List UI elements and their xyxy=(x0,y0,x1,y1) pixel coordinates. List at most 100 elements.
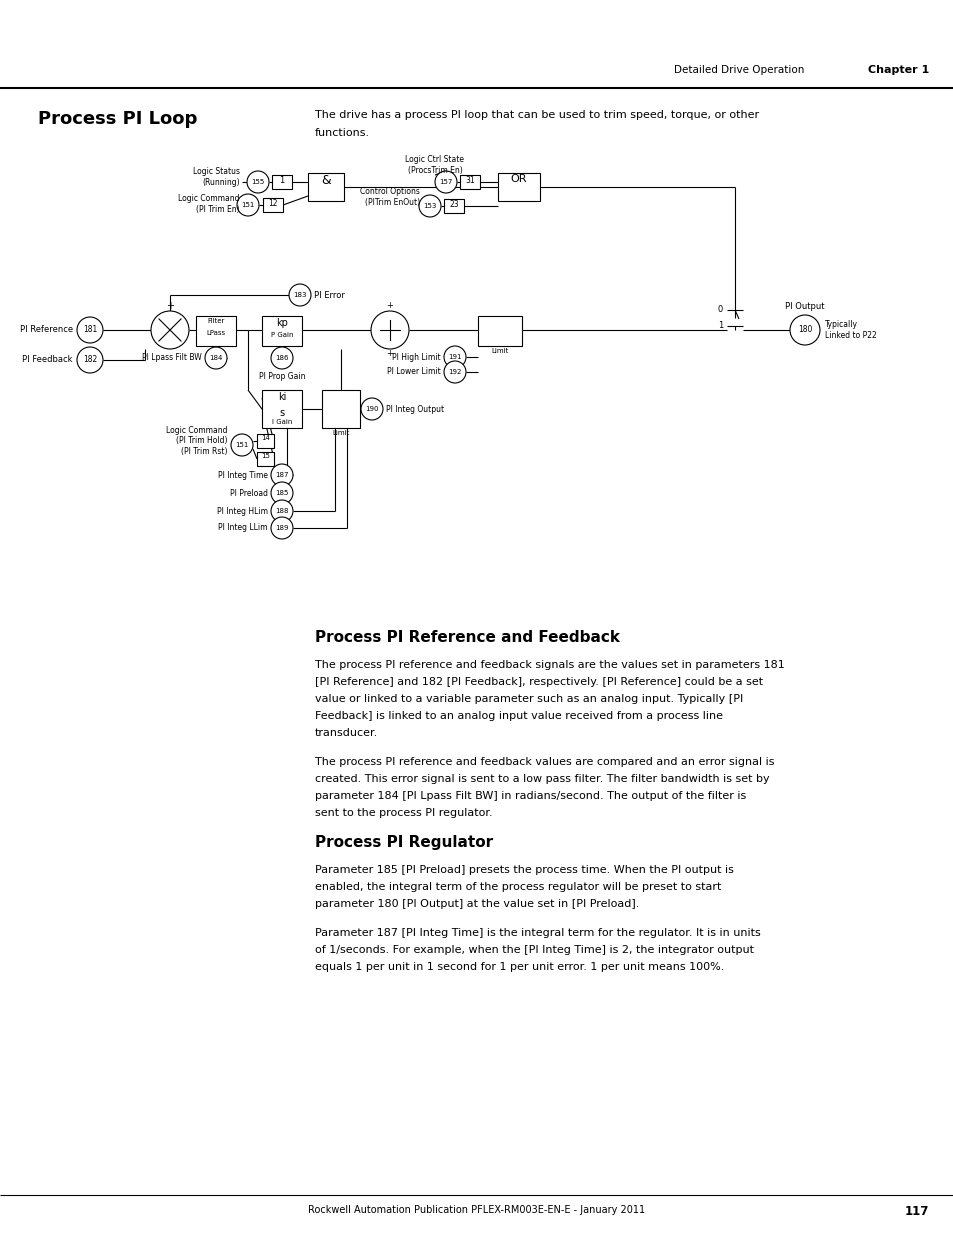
Circle shape xyxy=(77,347,103,373)
Circle shape xyxy=(271,347,293,369)
Bar xyxy=(477,316,521,346)
Text: Process PI Reference and Feedback: Process PI Reference and Feedback xyxy=(314,630,619,645)
Text: 12: 12 xyxy=(268,199,277,207)
Text: 117: 117 xyxy=(903,1205,928,1218)
Text: s: s xyxy=(279,408,284,417)
Text: 185: 185 xyxy=(275,490,289,496)
Text: Parameter 185 [PI Preload] presets the process time. When the PI output is: Parameter 185 [PI Preload] presets the p… xyxy=(314,864,733,876)
Text: PI Feedback: PI Feedback xyxy=(23,356,73,364)
Text: Logic Command
(PI Trim Hold)
(PI Trim Rst): Logic Command (PI Trim Hold) (PI Trim Rs… xyxy=(167,426,228,456)
Text: Feedback] is linked to an analog input value received from a process line: Feedback] is linked to an analog input v… xyxy=(314,711,722,721)
Text: Limit: Limit xyxy=(332,430,350,436)
Text: Control Options
(PITrim EnOut): Control Options (PITrim EnOut) xyxy=(359,186,419,207)
Circle shape xyxy=(371,311,409,350)
Text: 1: 1 xyxy=(279,177,284,185)
Bar xyxy=(443,199,463,212)
Text: Typically
Linked to P22: Typically Linked to P22 xyxy=(824,320,876,340)
Text: Logic Command
(PI Trim En): Logic Command (PI Trim En) xyxy=(178,194,240,214)
Text: 0: 0 xyxy=(717,305,722,315)
Text: PI Lower Limit: PI Lower Limit xyxy=(387,368,440,377)
Text: parameter 180 [PI Output] at the value set in [PI Preload].: parameter 180 [PI Output] at the value s… xyxy=(314,899,639,909)
Text: Detailed Drive Operation: Detailed Drive Operation xyxy=(673,65,803,75)
Text: +: + xyxy=(386,300,393,310)
Circle shape xyxy=(247,170,269,193)
Text: Logic Status
(Running): Logic Status (Running) xyxy=(193,167,240,186)
Bar xyxy=(497,173,539,201)
Text: The drive has a process PI loop that can be used to trim speed, torque, or other: The drive has a process PI loop that can… xyxy=(314,110,759,120)
Text: 157: 157 xyxy=(438,179,453,185)
Text: OR: OR xyxy=(510,174,527,184)
Circle shape xyxy=(271,464,293,487)
Text: 190: 190 xyxy=(365,406,378,412)
Bar xyxy=(262,390,302,429)
Text: PI Reference: PI Reference xyxy=(20,326,73,335)
Text: transducer.: transducer. xyxy=(314,727,377,739)
Text: 192: 192 xyxy=(448,369,461,375)
Text: equals 1 per unit in 1 second for 1 per unit error. 1 per unit means 100%.: equals 1 per unit in 1 second for 1 per … xyxy=(314,962,723,972)
Circle shape xyxy=(231,433,253,456)
Circle shape xyxy=(443,361,465,383)
Text: parameter 184 [PI Lpass Filt BW] in radians/second. The output of the filter is: parameter 184 [PI Lpass Filt BW] in radi… xyxy=(314,790,745,802)
Text: 180: 180 xyxy=(797,326,811,335)
Circle shape xyxy=(271,482,293,504)
Circle shape xyxy=(151,311,189,350)
Text: Filter: Filter xyxy=(207,317,225,324)
Text: Chapter 1: Chapter 1 xyxy=(867,65,928,75)
Text: 188: 188 xyxy=(275,508,289,514)
Text: PI Output: PI Output xyxy=(784,303,824,311)
Bar xyxy=(195,316,235,346)
Text: PI Integ LLim: PI Integ LLim xyxy=(218,524,268,532)
Text: 151: 151 xyxy=(241,203,254,207)
Text: P Gain: P Gain xyxy=(271,332,293,338)
Text: 15: 15 xyxy=(261,453,270,459)
Text: PI High Limit: PI High Limit xyxy=(392,352,440,362)
Text: of 1/seconds. For example, when the [PI Integ Time] is 2, the integrator output: of 1/seconds. For example, when the [PI … xyxy=(314,945,753,955)
Text: Process PI Regulator: Process PI Regulator xyxy=(314,835,493,850)
Text: -: - xyxy=(143,325,147,335)
Circle shape xyxy=(236,194,258,216)
Text: created. This error signal is sent to a low pass filter. The filter bandwidth is: created. This error signal is sent to a … xyxy=(314,774,769,784)
Text: Rockwell Automation Publication PFLEX-RM003E-EN-E - January 2011: Rockwell Automation Publication PFLEX-RM… xyxy=(308,1205,645,1215)
Text: 184: 184 xyxy=(209,354,222,361)
Text: PI Integ Output: PI Integ Output xyxy=(386,405,444,414)
Text: 23: 23 xyxy=(449,200,458,209)
Circle shape xyxy=(360,398,382,420)
Circle shape xyxy=(205,347,227,369)
Text: 183: 183 xyxy=(293,291,307,298)
Text: Logic Ctrl State
(ProcsTrim En): Logic Ctrl State (ProcsTrim En) xyxy=(405,156,464,175)
Text: 153: 153 xyxy=(423,203,436,209)
Text: 187: 187 xyxy=(275,472,289,478)
Bar xyxy=(308,173,344,201)
Bar xyxy=(263,198,283,212)
Bar xyxy=(262,316,302,346)
Circle shape xyxy=(443,346,465,368)
Text: 1: 1 xyxy=(717,321,722,331)
Text: The process PI reference and feedback values are compared and an error signal is: The process PI reference and feedback va… xyxy=(314,757,774,767)
Text: 14: 14 xyxy=(261,435,270,441)
Text: PI Lpass Filt BW: PI Lpass Filt BW xyxy=(142,353,202,363)
Bar xyxy=(459,175,479,189)
Bar xyxy=(256,452,274,466)
Circle shape xyxy=(77,317,103,343)
Circle shape xyxy=(271,517,293,538)
Text: 191: 191 xyxy=(448,354,461,359)
Circle shape xyxy=(289,284,311,306)
Text: sent to the process PI regulator.: sent to the process PI regulator. xyxy=(314,808,492,818)
Text: PI Integ Time: PI Integ Time xyxy=(218,471,268,479)
Circle shape xyxy=(418,195,440,217)
Text: 189: 189 xyxy=(275,525,289,531)
Text: PI Prop Gain: PI Prop Gain xyxy=(258,372,305,382)
Text: 186: 186 xyxy=(275,354,289,361)
Text: PI Error: PI Error xyxy=(314,290,345,300)
Text: kp: kp xyxy=(275,317,288,329)
Circle shape xyxy=(271,500,293,522)
Text: PI Integ HLim: PI Integ HLim xyxy=(216,506,268,515)
Text: value or linked to a variable parameter such as an analog input. Typically [PI: value or linked to a variable parameter … xyxy=(314,694,742,704)
Text: Parameter 187 [PI Integ Time] is the integral term for the regulator. It is in u: Parameter 187 [PI Integ Time] is the int… xyxy=(314,927,760,939)
Bar xyxy=(256,433,274,448)
Text: &: & xyxy=(321,174,331,186)
Bar xyxy=(322,390,359,429)
Text: enabled, the integral term of the process regulator will be preset to start: enabled, the integral term of the proces… xyxy=(314,882,720,892)
Text: The process PI reference and feedback signals are the values set in parameters 1: The process PI reference and feedback si… xyxy=(314,659,784,671)
Text: +: + xyxy=(166,301,173,311)
